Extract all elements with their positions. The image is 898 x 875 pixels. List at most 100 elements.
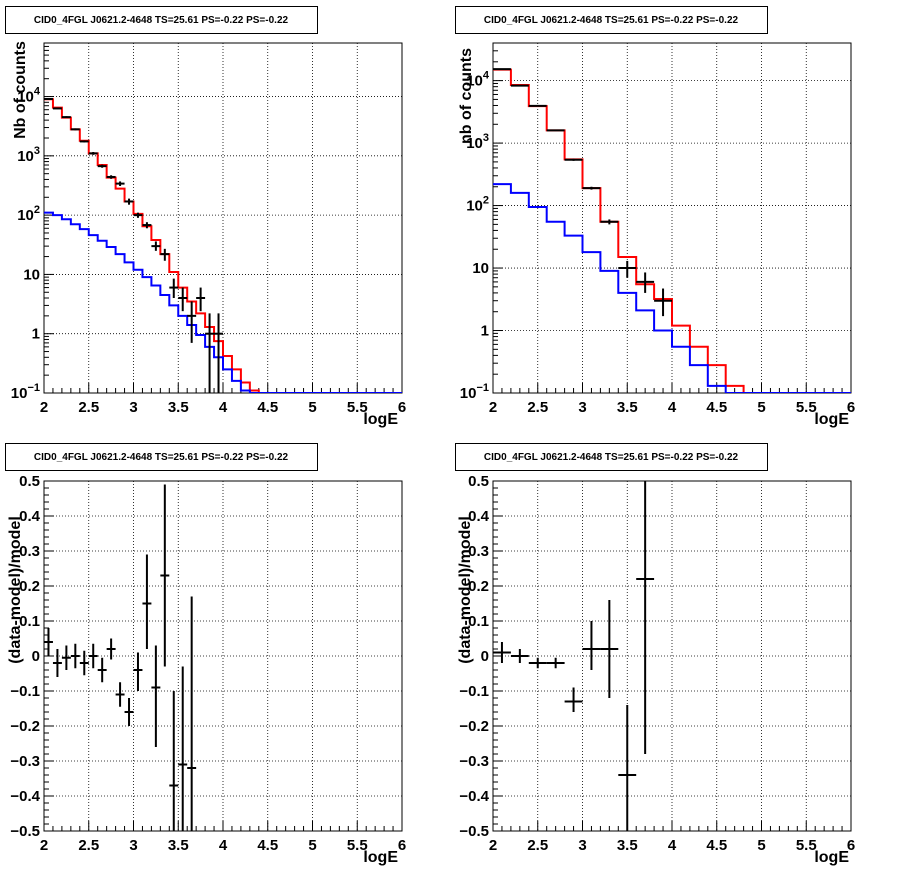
- x-tick-label: 5: [757, 837, 765, 854]
- data-point: [97, 657, 107, 683]
- total_model-histogram: [44, 98, 402, 393]
- y-tick-label: 0.3: [468, 543, 489, 560]
- x-tick-label: 4: [668, 399, 677, 416]
- data-point: [115, 682, 125, 707]
- data-point: [178, 666, 188, 831]
- total_model-histogram: [493, 68, 851, 393]
- title-box: [5, 443, 318, 471]
- data-point: [106, 638, 116, 660]
- data-point: [97, 164, 107, 168]
- data-point: [493, 68, 511, 71]
- x-tick-label: 2.5: [527, 837, 548, 854]
- chart-pad-1: CID0_4FGL J0621.2-4648 TS=25.61 PS=-0.22…: [5, 6, 406, 428]
- y-tick-label: −0.1: [10, 683, 40, 700]
- y-tick-label: 1: [32, 326, 40, 343]
- x-tick-label: 5.5: [347, 399, 368, 416]
- data-point: [142, 554, 152, 649]
- x-tick-label: 6: [847, 837, 855, 854]
- plot-area: [493, 68, 851, 393]
- y-tick-label: 10−1: [11, 382, 40, 402]
- y-axis-label: (data-model)/model: [7, 516, 24, 664]
- x-tick-label: 2: [40, 837, 48, 854]
- grid: [44, 43, 402, 393]
- x-tick-label: 4: [668, 837, 677, 854]
- data-point: [151, 645, 161, 747]
- x-tick-label: 6: [398, 837, 406, 854]
- x-tick-label: 3.5: [617, 837, 638, 854]
- y-tick-label: 102: [17, 204, 40, 224]
- data-point: [88, 643, 98, 669]
- y-tick-label: 104: [17, 86, 41, 106]
- data-point: [187, 301, 197, 343]
- data-point: [169, 691, 179, 831]
- y-tick-label: 0.5: [19, 473, 40, 490]
- y-ticks: [44, 42, 54, 394]
- data-point: [196, 287, 206, 312]
- x-tick-label: 3: [129, 399, 137, 416]
- x-tick-label: 5.5: [347, 837, 368, 854]
- x-tick-label: 4.5: [706, 399, 727, 416]
- y-ticks: [44, 480, 54, 832]
- y-tick-label: 0.4: [468, 508, 490, 525]
- chart-title: CID0_4FGL J0621.2-4648 TS=25.61 PS=-0.22…: [34, 452, 289, 463]
- data-point: [133, 652, 143, 691]
- data-point: [618, 705, 637, 831]
- data-point: [106, 175, 116, 179]
- data-point: [546, 657, 565, 669]
- plot-area: [44, 97, 402, 393]
- x-tick-label: 5: [757, 399, 765, 416]
- chart-pad-4: CID0_4FGL J0621.2-4648 TS=25.61 PS=-0.22…: [455, 443, 855, 866]
- data-point: [61, 645, 71, 670]
- y-tick-label: 1: [481, 323, 489, 340]
- chart-title: CID0_4FGL J0621.2-4648 TS=25.61 PS=-0.22…: [484, 15, 739, 26]
- x-axis-label: logE: [363, 411, 398, 428]
- y-tick-label: 0.1: [19, 613, 40, 630]
- y-ticks: [493, 42, 503, 394]
- x-tick-label: 2.5: [527, 399, 548, 416]
- y-axis-label: Nb of counts: [12, 41, 29, 139]
- y-tick-label: 0.3: [19, 543, 40, 560]
- y-tick-label: −0.2: [459, 718, 489, 735]
- x-ticks: [43, 383, 403, 393]
- x-tick-label: 3: [578, 837, 586, 854]
- x-ticks: [492, 821, 852, 831]
- chart-pad-2: CID0_4FGL J0621.2-4648 TS=25.61 PS=-0.22…: [455, 6, 855, 428]
- data-point: [493, 642, 511, 663]
- y-tick-label: 0.5: [468, 473, 489, 490]
- y-ticks: [493, 480, 503, 832]
- y-tick-label: −0.4: [10, 788, 40, 805]
- data-point: [44, 628, 53, 656]
- data-point: [160, 484, 170, 667]
- x-ticks: [492, 383, 852, 393]
- x-ticks: [43, 821, 403, 831]
- y-tick-label: −0.5: [10, 823, 40, 840]
- data-point: [124, 698, 134, 726]
- data-point: [160, 248, 170, 261]
- data-point: [546, 129, 565, 132]
- data-point: [115, 181, 125, 186]
- y-tick-label: 0: [32, 648, 40, 665]
- y-tick-label: −0.3: [10, 753, 40, 770]
- y-tick-label: 0.1: [468, 613, 489, 630]
- y-tick-label: 104: [466, 70, 490, 90]
- x-tick-label: 6: [847, 399, 855, 416]
- data-point: [510, 84, 529, 87]
- data-point: [582, 621, 601, 670]
- data-point: [61, 116, 71, 119]
- data-point: [124, 198, 134, 205]
- x-tick-label: 3.5: [168, 399, 189, 416]
- y-axis-label: nb of counts: [458, 48, 475, 144]
- x-tick-label: 4.5: [257, 837, 278, 854]
- y-tick-label: 0: [481, 648, 489, 665]
- data-point: [142, 222, 152, 229]
- data-point: [88, 152, 98, 155]
- y-tick-label: −0.3: [459, 753, 489, 770]
- y-tick-label: 0.2: [19, 578, 40, 595]
- data-point: [636, 481, 655, 754]
- x-tick-label: 3.5: [617, 399, 638, 416]
- data-point: [79, 140, 89, 143]
- grid: [493, 481, 851, 831]
- source_model-histogram: [44, 211, 402, 393]
- y-tick-label: 0.2: [468, 578, 489, 595]
- data-point: [44, 97, 53, 100]
